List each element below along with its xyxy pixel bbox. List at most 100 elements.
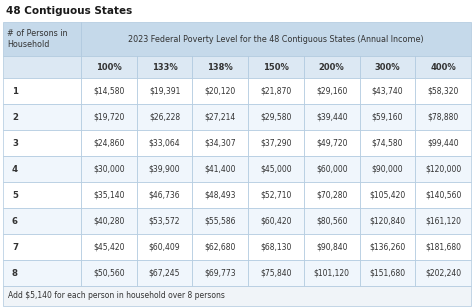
Bar [415, 56, 471, 78]
Bar [3, 234, 81, 260]
Text: $29,580: $29,580 [260, 112, 292, 122]
Text: $151,680: $151,680 [369, 269, 405, 278]
Text: $55,586: $55,586 [205, 216, 236, 226]
Text: $46,736: $46,736 [149, 191, 181, 200]
Text: 6: 6 [12, 216, 18, 226]
Text: $136,260: $136,260 [369, 243, 406, 251]
Text: 400%: 400% [430, 63, 456, 72]
Text: $52,710: $52,710 [260, 191, 292, 200]
Bar [248, 260, 304, 286]
Bar [192, 156, 248, 182]
Bar [248, 56, 304, 78]
Bar [415, 208, 471, 234]
Bar [415, 260, 471, 286]
Bar [304, 130, 360, 156]
Text: $62,680: $62,680 [205, 243, 236, 251]
Text: $60,000: $60,000 [316, 165, 347, 173]
Bar [3, 156, 81, 182]
Bar [81, 208, 137, 234]
Bar [3, 130, 81, 156]
Text: $75,840: $75,840 [260, 269, 292, 278]
Bar [192, 182, 248, 208]
Bar [360, 208, 415, 234]
Bar [304, 104, 360, 130]
Text: $48,493: $48,493 [205, 191, 236, 200]
Text: $19,391: $19,391 [149, 87, 180, 95]
Text: $45,420: $45,420 [93, 243, 125, 251]
Bar [192, 208, 248, 234]
Bar [415, 78, 471, 104]
Bar [248, 78, 304, 104]
Text: $70,280: $70,280 [316, 191, 347, 200]
Text: $69,773: $69,773 [204, 269, 236, 278]
Bar [137, 104, 192, 130]
Bar [248, 182, 304, 208]
Text: $67,245: $67,245 [149, 269, 180, 278]
Bar [248, 104, 304, 130]
Bar [137, 260, 192, 286]
Text: $41,400: $41,400 [205, 165, 236, 173]
Bar [415, 156, 471, 182]
Bar [81, 22, 471, 56]
Text: 2: 2 [12, 112, 18, 122]
Text: $90,840: $90,840 [316, 243, 347, 251]
Bar [81, 130, 137, 156]
Bar [415, 234, 471, 260]
Bar [304, 182, 360, 208]
Bar [137, 78, 192, 104]
Bar [360, 130, 415, 156]
Text: $74,580: $74,580 [372, 138, 403, 147]
Bar [3, 286, 471, 306]
Text: $80,560: $80,560 [316, 216, 347, 226]
Bar [304, 208, 360, 234]
Text: 138%: 138% [208, 63, 233, 72]
Bar [192, 78, 248, 104]
Text: 300%: 300% [374, 63, 400, 72]
Text: $68,130: $68,130 [260, 243, 292, 251]
Text: $26,228: $26,228 [149, 112, 180, 122]
Bar [248, 156, 304, 182]
Bar [304, 260, 360, 286]
Text: $14,580: $14,580 [93, 87, 125, 95]
Bar [3, 78, 81, 104]
Bar [248, 234, 304, 260]
Text: $39,900: $39,900 [149, 165, 181, 173]
Text: $59,160: $59,160 [372, 112, 403, 122]
Bar [192, 260, 248, 286]
Bar [360, 234, 415, 260]
Text: $29,160: $29,160 [316, 87, 347, 95]
Bar [137, 208, 192, 234]
Text: $30,000: $30,000 [93, 165, 125, 173]
Text: $58,320: $58,320 [428, 87, 459, 95]
Text: 5: 5 [12, 191, 18, 200]
Bar [248, 208, 304, 234]
Text: $60,409: $60,409 [149, 243, 181, 251]
Bar [304, 234, 360, 260]
Bar [3, 104, 81, 130]
Text: 1: 1 [12, 87, 18, 95]
Bar [192, 56, 248, 78]
Text: $34,307: $34,307 [204, 138, 236, 147]
Bar [415, 130, 471, 156]
Bar [304, 56, 360, 78]
Bar [3, 22, 81, 56]
Text: $49,720: $49,720 [316, 138, 347, 147]
Text: $90,000: $90,000 [372, 165, 403, 173]
Text: $50,560: $50,560 [93, 269, 125, 278]
Bar [137, 234, 192, 260]
Text: $105,420: $105,420 [369, 191, 406, 200]
Text: 150%: 150% [263, 63, 289, 72]
Bar [137, 182, 192, 208]
Bar [3, 182, 81, 208]
Bar [81, 104, 137, 130]
Text: $120,000: $120,000 [425, 165, 461, 173]
Bar [3, 260, 81, 286]
Text: $37,290: $37,290 [260, 138, 292, 147]
Text: 7: 7 [12, 243, 18, 251]
Text: 3: 3 [12, 138, 18, 147]
Bar [81, 78, 137, 104]
Bar [360, 56, 415, 78]
Bar [360, 104, 415, 130]
Bar [360, 78, 415, 104]
Text: $45,000: $45,000 [260, 165, 292, 173]
